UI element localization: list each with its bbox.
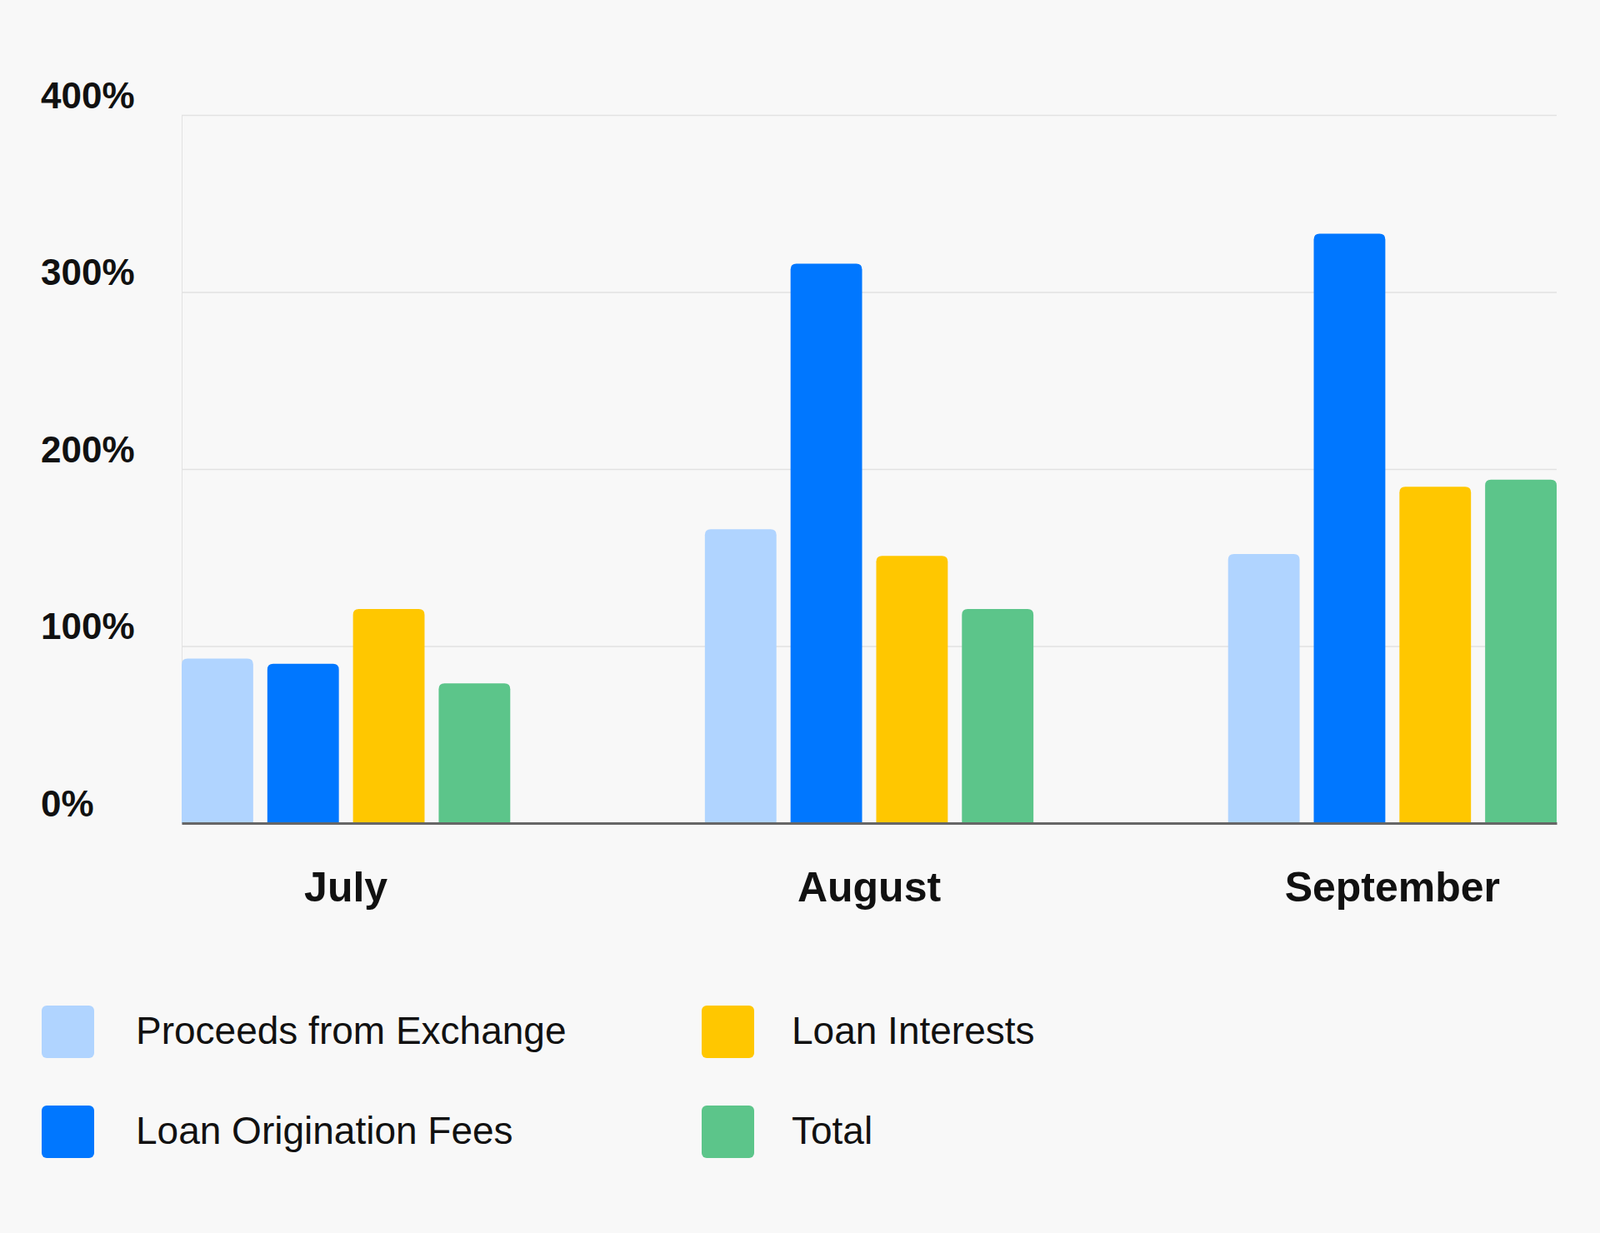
legend-item: Loan Origination Fees — [41, 1105, 514, 1159]
legend-swatch — [701, 1005, 755, 1059]
grid-line — [181, 115, 1557, 117]
bar — [875, 555, 948, 824]
legend-label: Loan Interests — [791, 1009, 1035, 1053]
legend-swatch — [41, 1105, 95, 1159]
legend-label: Total — [791, 1109, 873, 1153]
bar — [267, 664, 340, 824]
legend-swatch — [701, 1105, 755, 1159]
y-tick-label: 0% — [40, 783, 95, 825]
x-axis: July August September — [182, 824, 1558, 912]
legend-label: Proceeds from Exchange — [135, 1009, 567, 1053]
bar — [961, 609, 1034, 824]
bar — [1399, 486, 1471, 824]
y-tick-label: 400% — [40, 75, 135, 116]
x-axis-line — [182, 822, 1558, 825]
bar — [1228, 554, 1300, 824]
x-tick: August — [797, 864, 942, 911]
grid-line — [181, 823, 1557, 825]
y-tick: 400% — [40, 75, 1557, 116]
bar-series — [353, 486, 1472, 824]
background — [0, 0, 1600, 1233]
bar-series — [181, 529, 1300, 824]
bar — [705, 529, 777, 824]
legend-label: Loan Origination Fees — [135, 1109, 514, 1153]
y-axis: 0% 100% 200% 300% 400% — [40, 75, 1557, 825]
x-tick-label: July — [304, 864, 388, 911]
bar — [181, 658, 254, 824]
bar-series — [438, 480, 1557, 824]
y-tick-label: 200% — [40, 429, 135, 470]
x-tick-label: August — [797, 864, 942, 911]
bars — [181, 233, 1557, 824]
legend-item: Total — [701, 1105, 873, 1159]
x-tick: September — [1285, 864, 1500, 911]
bar-series — [267, 233, 1386, 824]
bar — [1314, 233, 1386, 824]
x-tick: July — [304, 864, 388, 911]
x-tick-label: September — [1285, 864, 1500, 911]
bar — [438, 683, 510, 824]
legend-item: Proceeds from Exchange — [41, 1005, 567, 1059]
legend: Proceeds from Exchange Loan Origination F… — [41, 1005, 1035, 1159]
bar — [1485, 480, 1557, 824]
legend-item: Loan Interests — [701, 1005, 1035, 1059]
bar — [353, 609, 425, 824]
y-tick-label: 100% — [40, 605, 135, 647]
chart: 0% 100% 200% 300% 400% July August September Pro… — [0, 0, 1600, 1233]
bar — [790, 264, 863, 825]
y-tick-label: 300% — [40, 251, 135, 293]
legend-swatch — [41, 1005, 95, 1059]
